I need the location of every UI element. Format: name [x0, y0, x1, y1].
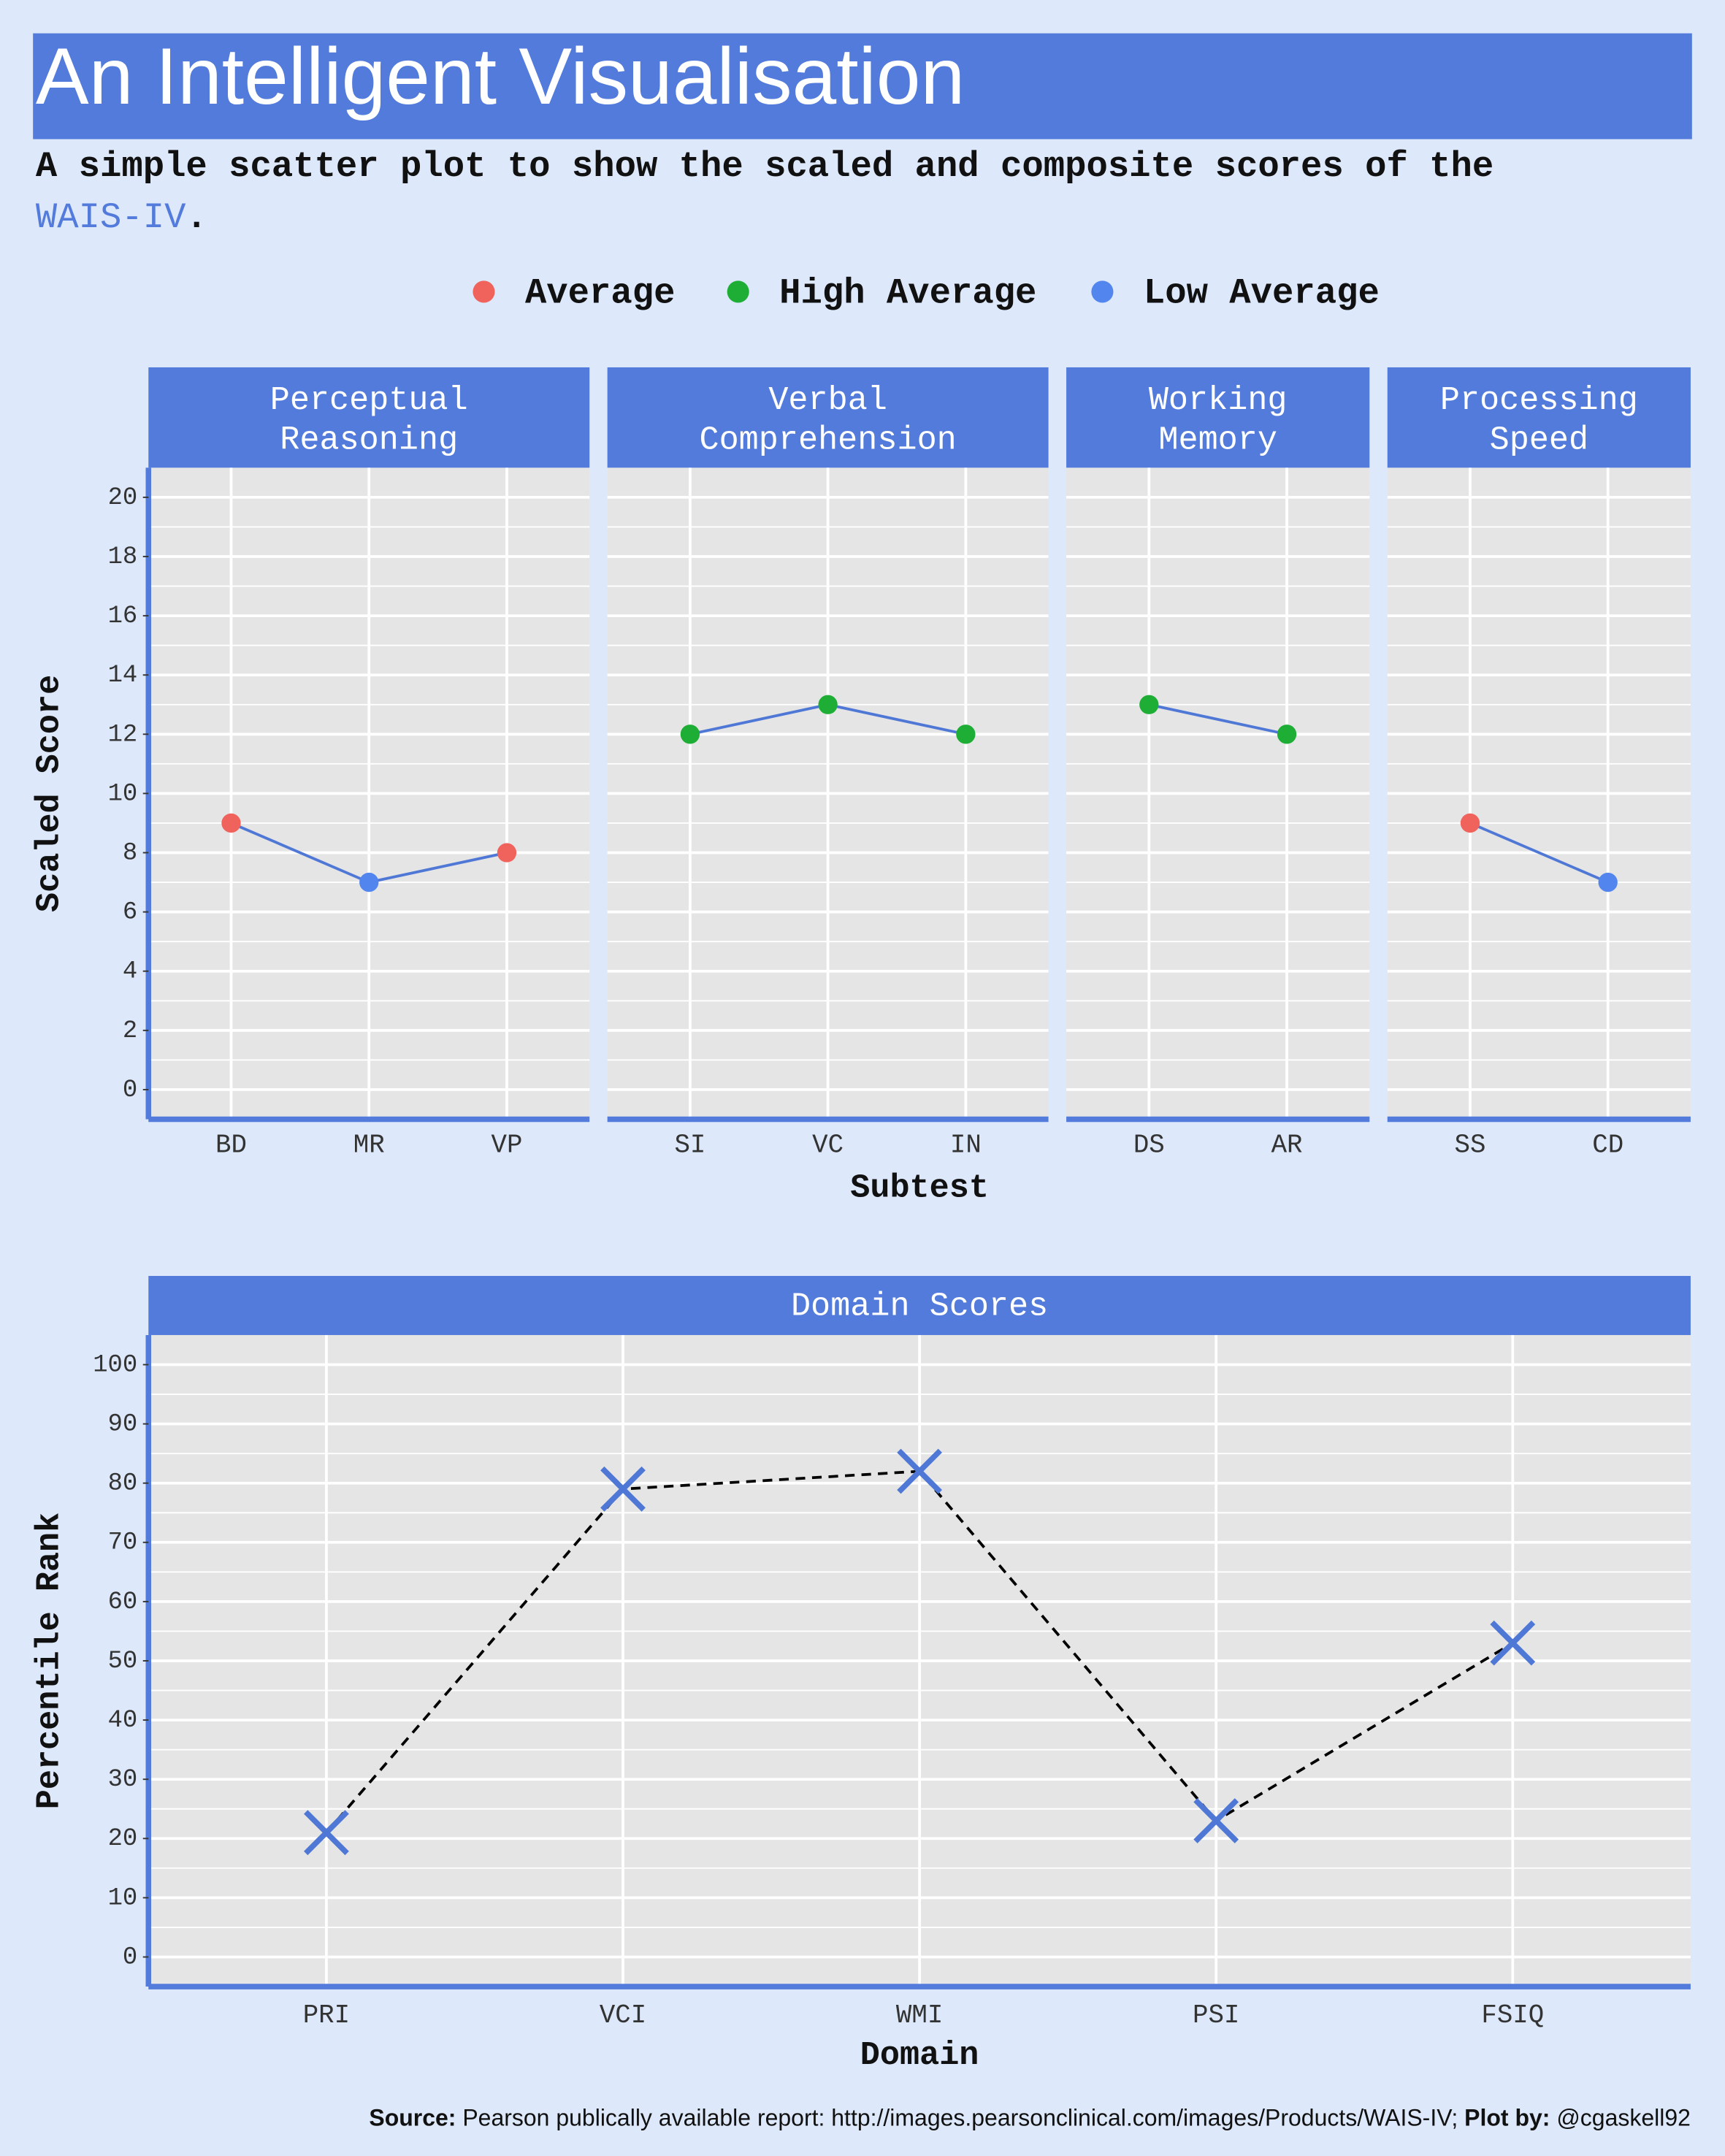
- y-tick-label: 8: [123, 839, 137, 867]
- x-marker: [304, 1810, 349, 1856]
- plot-credit: @cgaskell92: [1556, 2105, 1691, 2131]
- x-tick-label: VC: [812, 1131, 844, 1161]
- point: [221, 813, 241, 833]
- facet-title: Processing: [1440, 381, 1638, 419]
- point: [1598, 872, 1618, 892]
- legend-label: Average: [525, 272, 676, 313]
- y-tick-label: 12: [108, 721, 138, 749]
- series-line: [1469, 822, 1609, 884]
- x-axis-label: Subtest: [850, 1169, 989, 1207]
- y-tick-label: 100: [93, 1351, 137, 1379]
- legend-label: Low Average: [1144, 272, 1380, 313]
- point: [497, 843, 517, 863]
- y-tick-label: 10: [108, 1884, 138, 1912]
- facet-title: Domain Scores: [791, 1287, 1048, 1325]
- strip: [148, 367, 590, 468]
- y-tick-label: 0: [123, 1077, 137, 1104]
- facet-title: Perceptual: [270, 381, 468, 419]
- strip: [1387, 367, 1691, 468]
- y-axis-label: Percentile Rank: [31, 1513, 69, 1809]
- y-tick-label: 20: [108, 484, 138, 512]
- x-tick-label: PRI: [303, 2000, 350, 2030]
- legend-swatch: [1091, 280, 1114, 303]
- point: [1277, 725, 1297, 744]
- point: [359, 872, 379, 892]
- title-band: [33, 33, 1692, 139]
- facet-title: Memory: [1158, 421, 1277, 459]
- y-tick-label: 80: [108, 1470, 138, 1498]
- y-axis-label: Scaled Score: [31, 675, 69, 912]
- x-tick-label: CD: [1592, 1131, 1623, 1161]
- x-tick-label: BD: [215, 1131, 247, 1161]
- y-tick-label: 6: [123, 899, 137, 927]
- y-tick-label: 20: [108, 1825, 138, 1853]
- y-tick-label: 2: [123, 1017, 137, 1045]
- point: [956, 725, 976, 744]
- subtitle: A simple scatter plot to show the scaled…: [36, 146, 1493, 187]
- x-tick-label: WMI: [896, 2000, 943, 2030]
- x-tick-label: SS: [1455, 1131, 1486, 1161]
- y-tick-label: 10: [108, 780, 138, 808]
- y-tick-label: 40: [108, 1707, 138, 1735]
- x-marker: [897, 1448, 942, 1494]
- facet-title: Speed: [1490, 421, 1588, 459]
- y-tick-label: 4: [123, 958, 137, 986]
- point: [1139, 695, 1159, 714]
- x-tick-label: VCI: [600, 2000, 646, 2030]
- y-tick-label: 50: [108, 1648, 138, 1675]
- footer: Source: Pearson publically available rep…: [369, 2105, 1691, 2131]
- page-title: An Intelligent Visualisation: [36, 32, 965, 121]
- y-tick-label: 30: [108, 1766, 138, 1794]
- y-tick-label: 70: [108, 1529, 138, 1557]
- y-tick-label: 18: [108, 543, 138, 571]
- source-label: Source:: [369, 2105, 456, 2131]
- y-tick-label: 90: [108, 1411, 138, 1439]
- legend-swatch: [473, 280, 495, 303]
- y-tick-label: 60: [108, 1589, 138, 1616]
- facet-title: Verbal: [768, 381, 887, 419]
- x-tick-label: SI: [674, 1131, 705, 1161]
- point: [680, 725, 700, 744]
- subtitle-link: WAIS-IV: [36, 197, 186, 238]
- x-tick-label: VP: [492, 1131, 523, 1161]
- x-axis-label: Domain: [860, 2036, 979, 2074]
- facet-title: Reasoning: [280, 421, 458, 459]
- x-tick-label: FSIQ: [1481, 2000, 1544, 2030]
- legend-label: High Average: [779, 272, 1036, 313]
- strip: [607, 367, 1049, 468]
- x-marker: [1490, 1620, 1536, 1666]
- x-tick-label: MR: [353, 1131, 385, 1161]
- y-tick-label: 16: [108, 603, 138, 630]
- subtitle-end: .: [185, 197, 207, 238]
- x-tick-label: IN: [950, 1131, 982, 1161]
- series-line: [1148, 703, 1288, 736]
- x-tick-label: DS: [1133, 1131, 1165, 1161]
- y-tick-label: 0: [123, 1943, 137, 1971]
- y-tick-label: 14: [108, 662, 138, 689]
- x-tick-label: PSI: [1193, 2000, 1239, 2030]
- x-tick-label: AR: [1271, 1131, 1303, 1161]
- point: [818, 695, 838, 714]
- source: Pearson publically available report: htt…: [462, 2105, 1458, 2131]
- facet-title: Working: [1149, 381, 1288, 419]
- x-marker: [1193, 1798, 1239, 1843]
- strip: [148, 1276, 1691, 1335]
- strip: [1066, 367, 1370, 468]
- legend-swatch: [727, 280, 749, 303]
- subtitle-line: WAIS-IV.: [36, 197, 207, 238]
- point: [1460, 813, 1480, 833]
- x-marker: [600, 1466, 646, 1512]
- plot-label: Plot by:: [1464, 2105, 1550, 2131]
- facet-title: Comprehension: [699, 421, 956, 459]
